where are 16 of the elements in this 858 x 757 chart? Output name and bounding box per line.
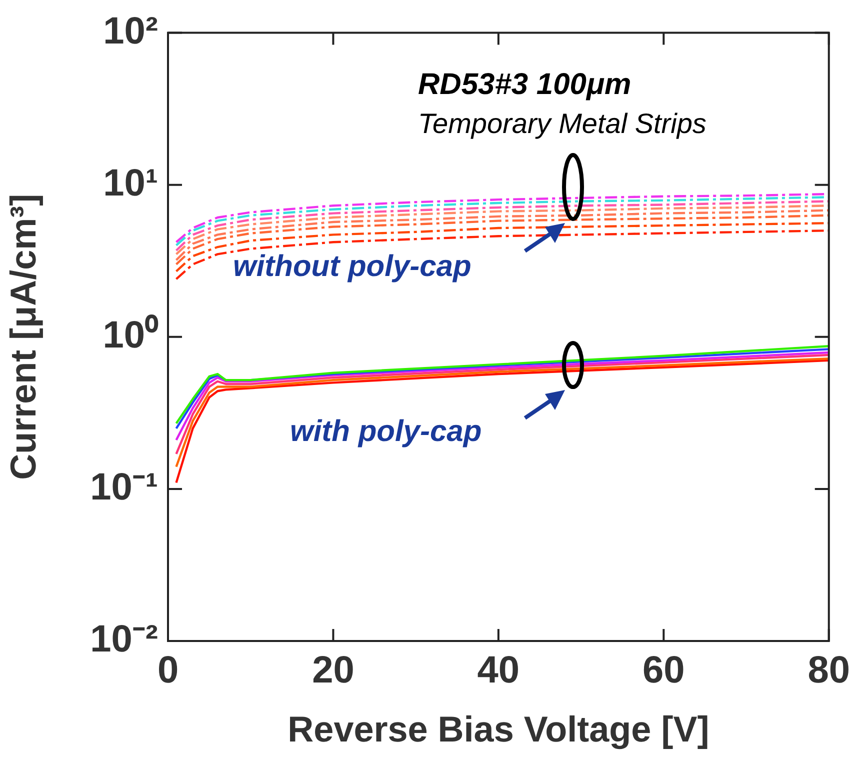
annotation: without poly-cap (233, 250, 472, 284)
x-tick-label: 60 (642, 649, 685, 692)
annotation: Temporary Metal Strips (418, 108, 706, 140)
y-tick-label: 10¹ (103, 162, 158, 204)
y-tick-label: 10⁰ (102, 314, 159, 356)
x-axis-title: Reverse Bias Voltage [V] (288, 708, 710, 750)
annotation: with poly-cap (290, 415, 482, 449)
annotation: RD53#3 100μm (418, 68, 632, 102)
y-tick-label: 10² (103, 10, 158, 52)
x-tick-label: 80 (808, 649, 850, 692)
x-tick-label: 40 (477, 649, 520, 692)
y-axis-title: Current [μA/cm³] (2, 194, 44, 480)
y-tick-label: 10⁻² (90, 618, 158, 660)
x-tick-label: 0 (157, 649, 179, 692)
x-tick-label: 20 (312, 649, 354, 692)
y-tick-label: 10⁻¹ (90, 466, 158, 508)
